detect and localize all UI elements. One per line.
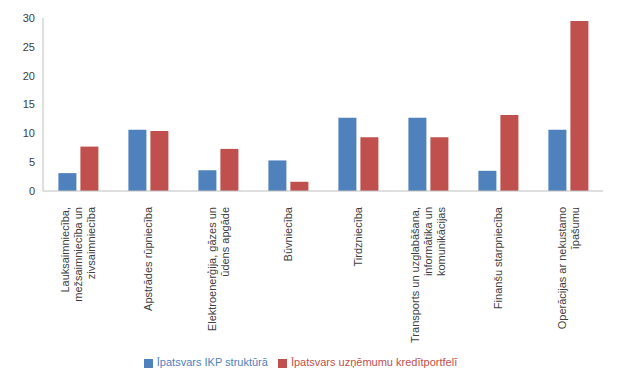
svg-text:0: 0 — [29, 185, 35, 197]
svg-text:20: 20 — [23, 70, 35, 82]
svg-text:25: 25 — [23, 41, 35, 53]
svg-text:īpašumu: īpašumu — [569, 207, 581, 249]
svg-text:Apstrādes rūpniecība: Apstrādes rūpniecība — [142, 206, 154, 311]
svg-text:30: 30 — [23, 12, 35, 24]
svg-text:Lauksaimniecība,: Lauksaimniecība, — [59, 207, 71, 293]
svg-text:Būvniecība: Būvniecība — [282, 206, 294, 261]
html-text:Īpatsvars IKP struktūrā: Īpatsvars IKP struktūrā — [156, 356, 268, 368]
html-text:Īpatsvars uzņēmumu kredītportf: Īpatsvars uzņēmumu kredītportfelī — [290, 356, 458, 368]
svg-text:Transports un uzglabāšana,: Transports un uzglabāšana, — [409, 207, 421, 343]
svg-text:5: 5 — [29, 156, 35, 168]
svg-text:Finanšu starpniecība: Finanšu starpniecība — [492, 206, 504, 309]
svg-text:15: 15 — [23, 98, 35, 110]
svg-text:informātika un: informātika un — [422, 207, 434, 276]
svg-text:ūdens apgāde: ūdens apgāde — [219, 207, 231, 277]
svg-text:Operācijas ar nekustamo: Operācijas ar nekustamo — [556, 207, 568, 329]
svg-text:Elektroenerģija, gāzes un: Elektroenerģija, gāzes un — [206, 207, 218, 331]
svg-text:Tirdzniecība: Tirdzniecība — [352, 206, 364, 266]
svg-text:zivsaimniecība: zivsaimniecība — [85, 206, 97, 279]
svg-text:komunikācijas: komunikācijas — [435, 207, 447, 277]
svg-text:10: 10 — [23, 127, 35, 139]
svg-text:mežsaimniecība un: mežsaimniecība un — [72, 207, 84, 302]
